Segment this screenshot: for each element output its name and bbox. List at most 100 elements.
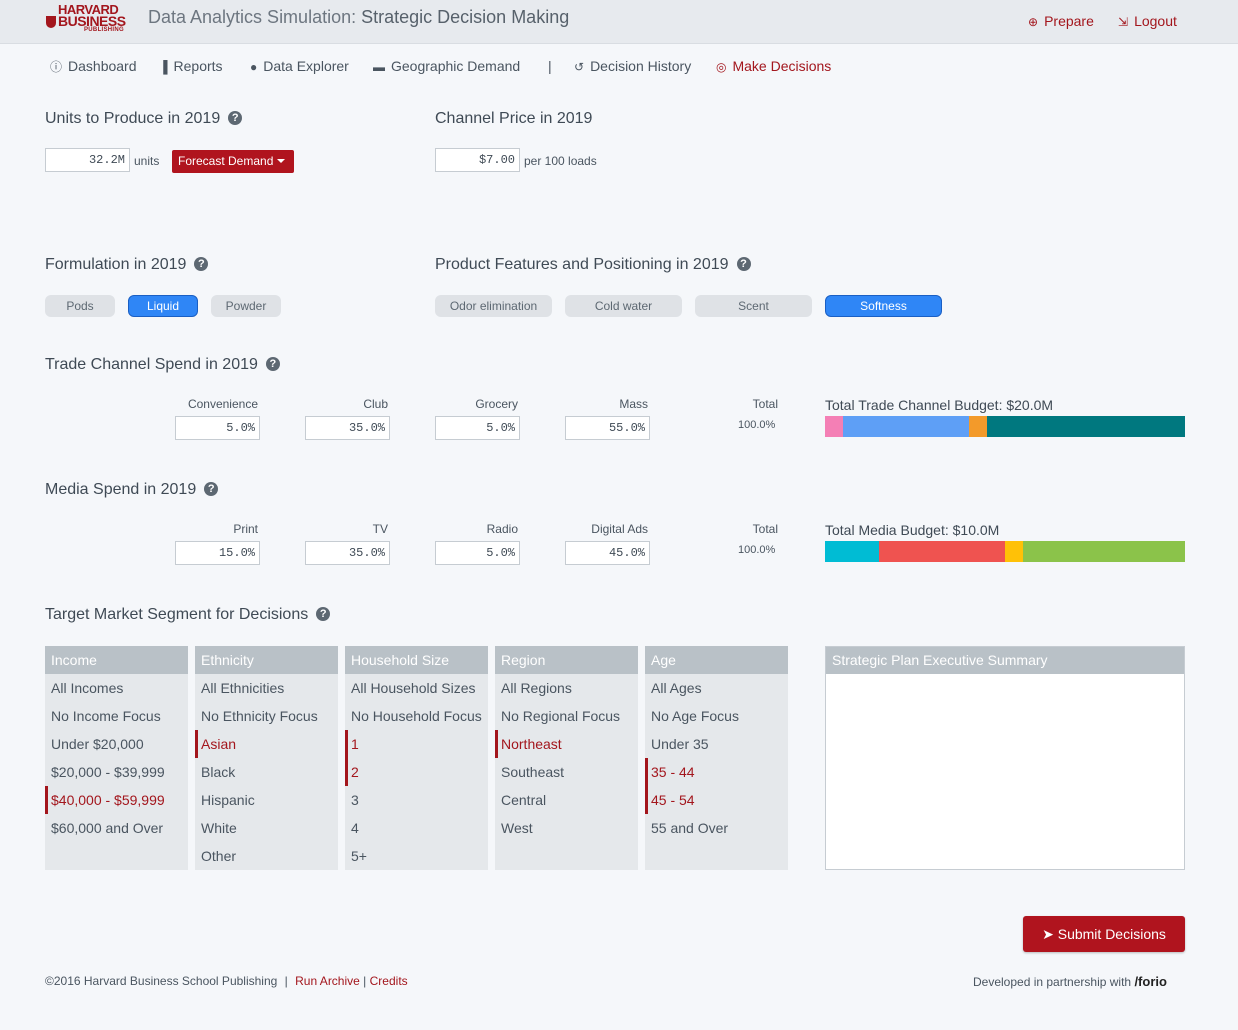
formulation-powder[interactable]: Powder [211,295,281,317]
age-option[interactable]: No Age Focus [651,708,739,724]
help-icon[interactable]: ? [204,482,219,496]
trade-bar-segment [825,416,843,437]
region-option[interactable]: West [501,820,533,836]
media-bar-segment [1023,541,1185,562]
footer-left: ©2016 Harvard Business School Publishing… [45,974,408,988]
trade-input-grocery[interactable]: 5.0% [435,416,520,440]
household-option[interactable]: All Household Sizes [351,680,476,696]
age-option[interactable]: Under 35 [651,736,709,752]
trade-input-mass[interactable]: 55.0% [565,416,650,440]
age-option[interactable]: 55 and Over [651,820,729,836]
media-budget-bar [825,541,1185,562]
region-column-header: Region [495,646,638,674]
logout-icon: ⇲ [1118,15,1129,29]
region-option[interactable]: Southeast [501,764,565,780]
age-option[interactable]: 35 - 44 [645,758,788,786]
income-option[interactable]: $20,000 - $39,999 [51,764,165,780]
logo-line3: PUBLISHING [84,27,125,33]
forio-logo[interactable]: /forio [1134,974,1167,989]
ethnicity-option[interactable]: All Ethnicities [201,680,285,696]
media-input-print[interactable]: 15.0% [175,541,260,565]
logo-line1: HARVARD [58,2,119,17]
top-header: HARVARD BUSINESS PUBLISHING Data Analyti… [0,0,1238,44]
household-option[interactable]: 4 [351,820,359,836]
help-icon[interactable]: ? [194,257,209,271]
logout-link[interactable]: ⇲ Logout [1118,13,1177,29]
prepare-link[interactable]: ⊕ Prepare [1028,13,1094,29]
trade-input-club[interactable]: 35.0% [305,416,390,440]
nav-dashboard-label: Dashboard [68,58,137,74]
help-icon[interactable]: ? [316,607,331,621]
age-option[interactable]: All Ages [651,680,702,696]
help-icon[interactable]: ? [736,257,751,271]
region-option[interactable]: Northeast [495,730,638,758]
region-option[interactable]: All Regions [501,680,572,696]
feature-scent[interactable]: Scent [695,295,812,317]
household-option[interactable]: No Household Focus [351,708,482,724]
forecast-demand-button[interactable]: Forecast Demand [172,150,294,173]
formulation-title-text: Formulation in 2019 [45,256,187,273]
lifebuoy-icon: ⊕ [1028,15,1039,29]
nav-decision-history[interactable]: ↺ Decision History [574,58,691,74]
feature-cold-water[interactable]: Cold water [565,295,682,317]
media-bar-segment [825,541,879,562]
media-bar-segment [879,541,1005,562]
nav-data-explorer-label: Data Explorer [263,58,349,74]
hbp-logo[interactable]: HARVARD BUSINESS PUBLISHING [46,2,132,36]
nav-separator: | [548,58,552,74]
ethnicity-column: Ethnicity All Ethnicities No Ethnicity Foc… [195,646,338,870]
media-input-digital-ads[interactable]: 45.0% [565,541,650,565]
credits-link[interactable]: Credits [369,974,408,988]
help-icon[interactable]: ? [228,111,243,125]
run-archive-link[interactable]: Run Archive [295,974,360,988]
media-input-radio[interactable]: 5.0% [435,541,520,565]
region-option[interactable]: Central [501,792,547,808]
nav-dashboard[interactable]: ⓘ Dashboard [50,58,137,75]
trade-input-convenience[interactable]: 5.0% [175,416,260,440]
executive-summary-panel: Strategic Plan Executive Summary [825,646,1185,870]
ethnicity-option[interactable]: Asian [195,730,338,758]
income-option[interactable]: $40,000 - $59,999 [45,786,188,814]
info-icon: ⓘ [50,60,63,74]
income-option[interactable]: No Income Focus [51,708,161,724]
income-option[interactable]: $60,000 and Over [51,820,164,836]
nav-data-explorer[interactable]: ● Data Explorer [250,58,349,74]
nav-make-decisions[interactable]: ◎ Make Decisions [716,58,831,74]
feature-softness[interactable]: Softness [825,295,942,317]
trade-col-mass: Mass [619,397,648,411]
nav-geographic-demand[interactable]: ▬ Geographic Demand [373,58,520,74]
media-col-tv: TV [372,522,388,536]
bar-chart-icon: ▐ [159,60,168,74]
nav-reports[interactable]: ▐ Reports [159,58,223,74]
trade-col-total: Total [752,397,778,411]
media-total-value: 100.0% [738,544,776,556]
ethnicity-option[interactable]: Hispanic [201,792,255,808]
executive-summary-input[interactable] [826,674,1184,869]
submit-decisions-button[interactable]: ➤ Submit Decisions [1023,916,1185,952]
formulation-pods[interactable]: Pods [45,295,115,317]
income-option[interactable]: All Incomes [51,680,124,696]
units-input[interactable]: 32.2M [45,148,130,172]
app-title: Data Analytics Simulation: Strategic Dec… [148,7,569,28]
target-title-text: Target Market Segment for Decisions [45,606,309,623]
household-option[interactable]: 5+ [351,848,367,864]
price-input[interactable]: $7.00 [435,148,520,172]
ethnicity-option[interactable]: White [201,820,237,836]
income-column: Income All Incomes No Income Focus Under $2… [45,646,188,870]
income-option[interactable]: Under $20,000 [51,736,144,752]
ethnicity-option[interactable]: Other [201,848,237,864]
household-option[interactable]: 2 [345,758,488,786]
ethnicity-option[interactable]: No Ethnicity Focus [201,708,318,724]
feature-odor-elimination[interactable]: Odor elimination [435,295,552,317]
region-option[interactable]: No Regional Focus [501,708,621,724]
household-option[interactable]: 1 [345,730,488,758]
age-option[interactable]: 45 - 54 [645,786,788,814]
formulation-liquid[interactable]: Liquid [128,295,198,317]
media-input-tv[interactable]: 35.0% [305,541,390,565]
footer-right: Developed in partnership with /forio [973,974,1167,989]
help-icon[interactable]: ? [265,357,280,371]
household-option[interactable]: 3 [351,792,359,808]
ethnicity-option[interactable]: Black [201,764,236,780]
trade-col-convenience: Convenience [187,397,258,411]
media-title-text: Media Spend in 2019 [45,481,197,498]
